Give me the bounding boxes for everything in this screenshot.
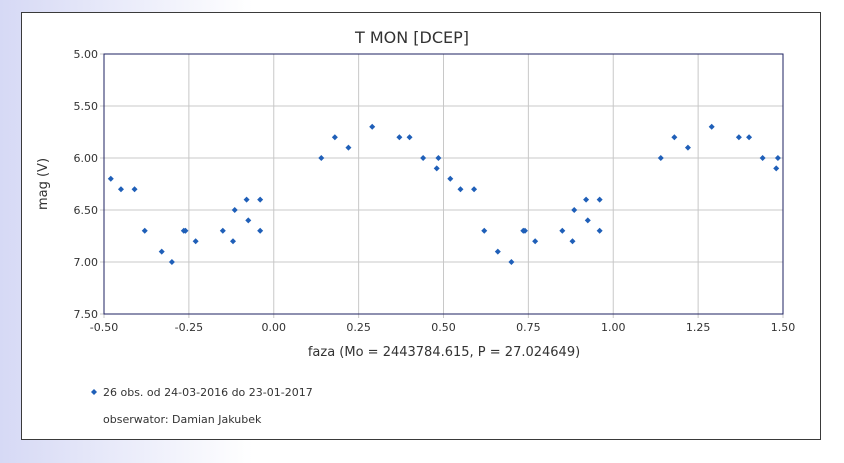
data-point [230,238,237,245]
data-point [435,155,442,161]
grid [100,53,784,318]
data-point [420,155,427,161]
y-tick-label: 5.50 [74,100,99,113]
data-point [331,134,338,141]
data-point [182,227,189,234]
data-point [131,186,138,193]
x-tick-label: 1.50 [771,321,796,334]
data-point [596,227,603,234]
y-tick-label: 5.00 [74,48,99,61]
data-point [671,134,678,141]
data-point [447,175,454,182]
data-point [257,227,264,234]
x-tick-label: -0.25 [175,321,203,334]
data-point [746,134,753,141]
chart-panel: T MON [DCEP] -0.50 -0.25 0.00 0.25 0.50 0.75 1… [21,12,821,440]
data-point [396,134,403,141]
data-point [345,144,352,151]
data-points [107,123,781,265]
data-point [107,175,114,182]
x-tick-label: 0.50 [431,321,456,334]
data-point [559,227,566,234]
data-point [508,259,515,265]
data-point [584,217,591,224]
plot-frame [103,53,784,315]
x-tick-label: 0.25 [346,321,371,334]
scatter-chart: T MON [DCEP] -0.50 -0.25 0.00 0.25 0.50 0.75 1… [36,28,795,426]
data-point [369,123,376,130]
data-point [117,186,124,193]
data-point [708,123,715,130]
data-point [457,186,464,193]
data-point [406,134,413,141]
y-tick-label: 6.00 [74,152,99,165]
data-point [257,196,264,203]
x-tick-label: -0.50 [90,321,118,334]
data-point [735,134,742,141]
data-point [231,207,238,213]
data-point [168,259,175,265]
data-point [571,207,578,213]
data-point [219,227,226,234]
data-point [657,155,664,161]
data-point [774,155,781,161]
data-point [532,238,539,245]
x-tick-label: 1.25 [686,321,711,334]
legend-series-label: 26 obs. od 24-03-2016 do 23-01-2017 [103,386,313,399]
data-point [684,144,691,151]
data-point [192,238,199,245]
data-point [245,217,252,224]
data-point [596,196,603,203]
legend: 26 obs. od 24-03-2016 do 23-01-2017 obse… [91,386,313,426]
data-point [759,155,766,161]
data-point [583,196,590,203]
data-point [243,196,250,203]
x-tick-labels: -0.50 -0.25 0.00 0.25 0.50 0.75 1.00 1.25 1.50 [90,321,795,334]
x-axis-label: faza (Mo = 2443784.615, P = 27.024649) [308,345,580,360]
data-point [773,165,780,172]
x-tick-label: 0.75 [516,321,541,334]
data-point [433,165,440,172]
y-axis-label: mag (V) [36,158,51,210]
x-tick-label: 1.00 [601,321,626,334]
x-tick-label: 0.00 [262,321,287,334]
data-point [158,248,165,255]
data-point [481,227,488,234]
y-tick-labels: 5.00 5.50 6.00 6.50 7.00 7.50 [74,48,99,321]
y-tick-label: 7.00 [74,256,99,269]
legend-marker [91,389,97,395]
data-point [141,227,148,234]
data-point [521,227,528,234]
data-point [318,155,325,161]
data-point [471,186,478,193]
y-tick-label: 6.50 [74,204,99,217]
chart-title: T MON [DCEP] [354,28,469,47]
data-point [494,248,501,255]
legend-observer: obserwator: Damian Jakubek [103,413,262,426]
data-point [569,238,576,245]
y-tick-label: 7.50 [74,308,99,321]
